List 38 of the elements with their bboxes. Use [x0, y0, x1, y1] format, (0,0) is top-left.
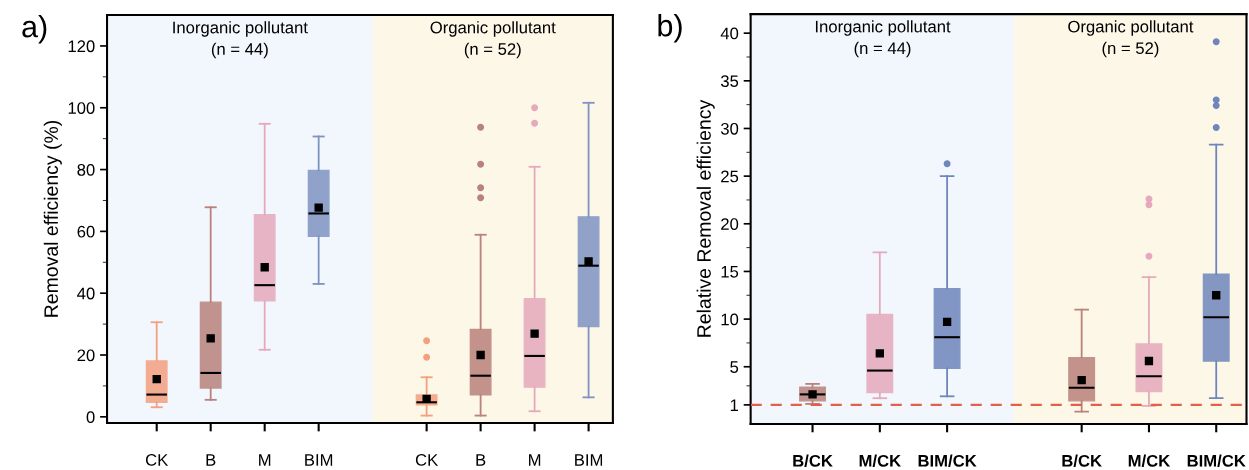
y-tick-label: 0	[86, 411, 95, 424]
y-tick-label: 25	[721, 170, 739, 183]
annotation: Organic pollutant (n = 52)	[1068, 20, 1194, 58]
x-tick-label: B	[476, 454, 486, 466]
annotation: Organic pollutant (n = 52)	[430, 21, 556, 59]
y-tick-label: 100	[68, 102, 95, 114]
annotation: Inorganic pollutant (n = 44)	[173, 21, 308, 59]
x-tick-label: M/CK	[1128, 454, 1171, 467]
x-tick-label: BIM	[575, 454, 603, 466]
x-tick-label: B/CK	[793, 454, 833, 467]
x-tick-label: B/CK	[1062, 454, 1102, 467]
x-tick-label: B	[206, 454, 216, 466]
y-tick-label: 60	[77, 225, 95, 238]
chart-title: a)	[22, 15, 47, 44]
y-axis-title: Relative Removal efficiency	[696, 99, 715, 337]
y-tick-label: 35	[720, 75, 739, 88]
y-tick-label: 40	[720, 27, 739, 40]
y-tick-label: 15	[721, 266, 739, 278]
y-tick-label: 10	[721, 313, 739, 326]
x-tick-label: BIM/CK	[918, 454, 977, 467]
chart-title: b)	[658, 14, 682, 43]
x-tick-label: M	[259, 454, 271, 466]
y-tick-label: 20	[721, 218, 739, 230]
x-tick-label: CK	[145, 454, 169, 466]
y-axis-title: Removal efficiency (%)	[43, 120, 62, 317]
y-tick-label: 40	[77, 287, 95, 300]
y-tick-label: 80	[77, 163, 95, 176]
y-tick-label: 1	[730, 399, 739, 411]
x-tick-label: CK	[415, 454, 439, 466]
annotation: Inorganic pollutant (n = 44)	[815, 20, 951, 58]
y-tick-label: 5	[730, 361, 739, 373]
x-tick-label: M	[529, 454, 541, 466]
y-tick-label: 20	[77, 349, 95, 362]
x-tick-label: M/CK	[859, 454, 901, 467]
y-tick-label: 30	[720, 122, 739, 135]
x-tick-label: BIM/CK	[1187, 454, 1246, 467]
x-tick-label: BIM	[305, 454, 333, 466]
y-tick-label: 120	[68, 40, 95, 53]
